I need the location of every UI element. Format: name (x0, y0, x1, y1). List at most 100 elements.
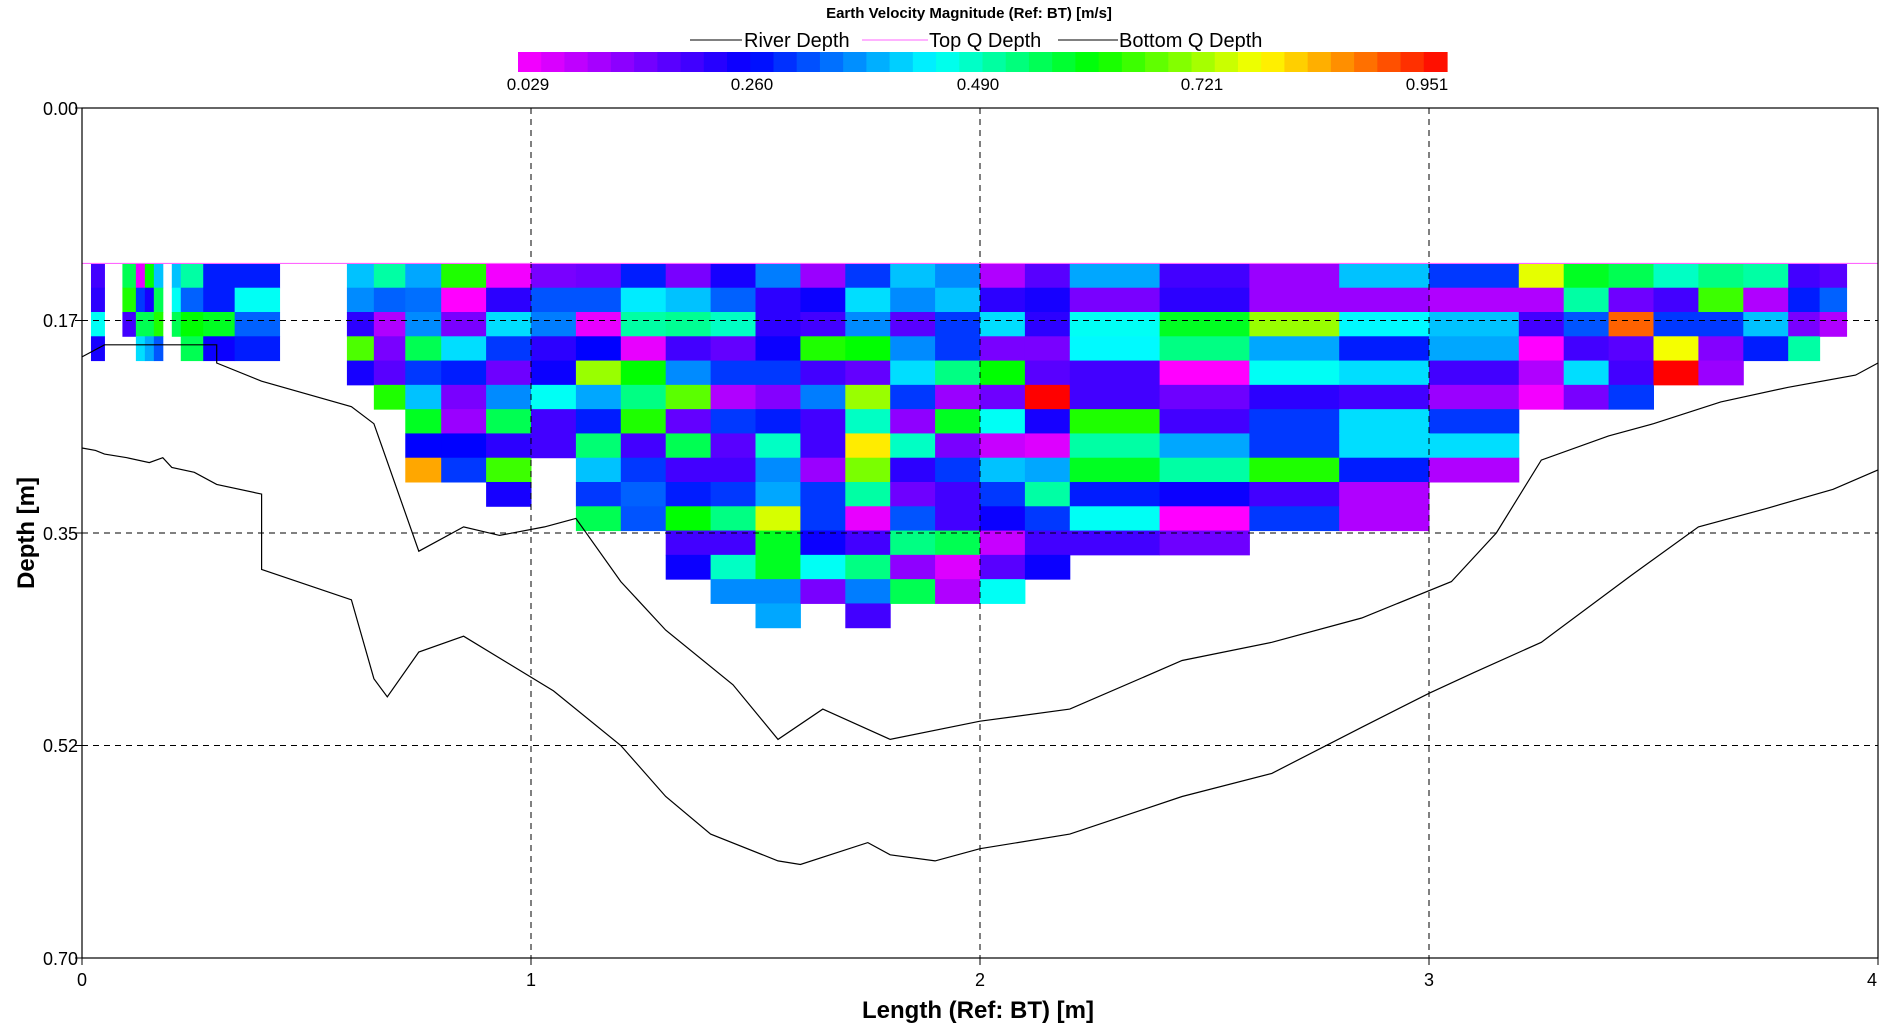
velocity-cell (1249, 287, 1340, 313)
velocity-cell (980, 579, 1026, 604)
velocity-cell (1024, 554, 1071, 580)
velocity-cell (890, 554, 936, 580)
velocity-cell (710, 360, 756, 386)
velocity-cell (935, 433, 981, 459)
velocity-cell (665, 287, 712, 313)
velocity-cell (755, 384, 801, 410)
velocity-cell (1429, 409, 1520, 434)
colorbar-segment (1075, 52, 1100, 72)
colorbar-segment (587, 52, 612, 72)
colorbar-segment (796, 52, 821, 72)
velocity-cell (234, 287, 281, 313)
x-tick-label: 4 (1867, 970, 1877, 990)
velocity-cell (486, 384, 532, 410)
velocity-cell (1608, 263, 1654, 289)
chart-title: Earth Velocity Magnitude (Ref: BT) [m/s] (826, 5, 1112, 22)
velocity-cell (1339, 482, 1430, 507)
velocity-cell (1429, 360, 1520, 386)
velocity-cell (890, 482, 936, 507)
velocity-cell (1819, 312, 1848, 337)
velocity-cell (575, 409, 622, 434)
velocity-cell (620, 312, 667, 337)
velocity-cell (234, 263, 281, 289)
velocity-cell (1788, 312, 1821, 337)
velocity-cell (1563, 336, 1610, 362)
velocity-cell (620, 433, 667, 459)
colorbar-segment (936, 52, 960, 72)
velocity-cell (1024, 530, 1071, 556)
velocity-cell (1024, 336, 1071, 362)
velocity-cell (665, 482, 712, 507)
velocity-cell (575, 384, 622, 410)
velocity-cell (980, 457, 1026, 483)
velocity-cell (531, 433, 577, 459)
velocity-cell (845, 457, 891, 483)
velocity-cell (180, 287, 204, 313)
velocity-cell (1159, 409, 1250, 434)
velocity-cell (405, 312, 442, 337)
colorbar-segment (1005, 52, 1030, 72)
velocity-cell (346, 287, 375, 313)
velocity-cell (755, 433, 801, 459)
colorbar-segment (1028, 52, 1053, 72)
velocity-cell (1743, 336, 1789, 362)
velocity-cell (1249, 409, 1340, 434)
x-tick-label: 1 (526, 970, 536, 990)
velocity-cell (620, 287, 667, 313)
velocity-cell (620, 457, 667, 483)
velocity-cell (980, 360, 1026, 386)
velocity-cell (575, 482, 622, 507)
velocity-cell (665, 409, 712, 434)
colorbar-segment (1121, 52, 1146, 72)
velocity-cell (800, 530, 846, 556)
velocity-cell (531, 384, 577, 410)
velocity-cell (800, 336, 846, 362)
velocity-cell (122, 263, 137, 289)
velocity-cell (755, 336, 801, 362)
velocity-cell (1339, 287, 1430, 313)
velocity-cell (531, 312, 577, 337)
depth-lines (81, 344, 1879, 866)
velocity-cell (531, 360, 577, 386)
velocity-cell (1249, 263, 1340, 289)
velocity-cell (710, 433, 756, 459)
velocity-cell (373, 287, 406, 313)
colorbar-segment (1284, 52, 1309, 72)
colorbar-ticks: 0.029 0.260 0.490 0.721 0.951 (507, 75, 1449, 94)
colorbar-segment (1377, 52, 1402, 72)
colorbar-segment (727, 52, 751, 72)
velocity-cell (620, 360, 667, 386)
velocity-cell (1518, 312, 1565, 337)
velocity-cell (890, 360, 936, 386)
velocity-cell (1159, 433, 1250, 459)
velocity-cell (1563, 360, 1610, 386)
velocity-cell (405, 336, 442, 362)
velocity-cell (1563, 312, 1610, 337)
velocity-cell (620, 482, 667, 507)
velocity-cell (153, 312, 164, 337)
velocity-cell (405, 360, 442, 386)
velocity-cell (575, 506, 622, 532)
colorbar-tick-label: 0.490 (957, 75, 1000, 94)
velocity-cell (1249, 433, 1340, 459)
velocity-cell (800, 579, 846, 604)
velocity-cell (144, 263, 155, 289)
velocity-cell (1159, 287, 1250, 313)
y-axis-label: Depth [m] (13, 477, 40, 589)
velocity-cell (153, 263, 164, 289)
velocity-cell (1429, 457, 1520, 483)
velocity-cell (890, 287, 936, 313)
velocity-cell (665, 336, 712, 362)
axis-ticks (75, 107, 1879, 965)
velocity-cell (935, 579, 981, 604)
velocity-cell (620, 336, 667, 362)
colorbar-tick-label: 0.029 (507, 75, 550, 94)
velocity-cell (710, 336, 756, 362)
velocity-cell (1819, 287, 1848, 313)
velocity-cells (90, 263, 1848, 629)
velocity-cell (755, 409, 801, 434)
velocity-cell (1249, 336, 1340, 362)
velocity-cell (1698, 263, 1744, 289)
velocity-cell (845, 554, 891, 580)
velocity-cell (980, 384, 1026, 410)
